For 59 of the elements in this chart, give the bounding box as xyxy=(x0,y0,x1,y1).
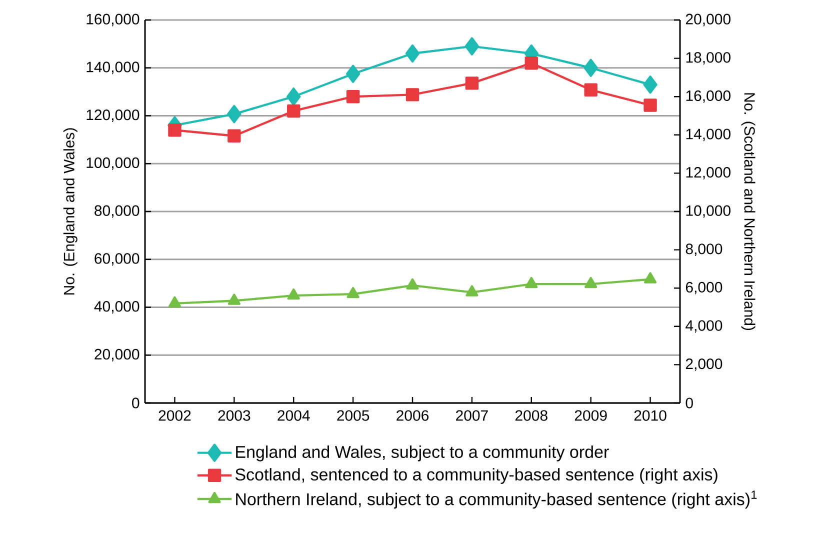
x-tick-label: 2007 xyxy=(456,410,488,421)
point xyxy=(584,58,598,77)
y2-tick-label: 10,000 xyxy=(686,205,730,218)
y-tick-label: 20,000 xyxy=(94,348,140,362)
x-tick-label: 2008 xyxy=(515,410,548,421)
point xyxy=(168,296,182,308)
point xyxy=(346,64,360,83)
point xyxy=(405,44,420,63)
point xyxy=(584,83,598,96)
y-tick-label: 140,000 xyxy=(86,62,140,74)
x-tick-label: 2009 xyxy=(574,410,607,421)
y-tick-label: 80,000 xyxy=(94,205,140,218)
point xyxy=(228,294,240,305)
y-tick-label: 120,000 xyxy=(86,110,140,122)
y-tick-label: 0 xyxy=(132,398,140,408)
y2-tick-label: 4,000 xyxy=(686,320,722,333)
point xyxy=(525,276,538,288)
x-tick-label: 2004 xyxy=(278,410,310,421)
point xyxy=(643,76,658,94)
legend-label: Scotland, sentenced to a community-based sentence (right axis) xyxy=(235,468,718,484)
y-tick-label: 40,000 xyxy=(94,301,140,314)
x-tick-label: 2005 xyxy=(337,410,370,421)
y2-tick-label: 20,000 xyxy=(686,14,730,26)
y-tick-label: 160,000 xyxy=(86,14,140,26)
point xyxy=(584,276,598,288)
y2-tick-label: 8,000 xyxy=(686,244,722,256)
y2-tick-label: 14,000 xyxy=(686,128,730,142)
point xyxy=(524,56,538,70)
x-tick-label: 2006 xyxy=(396,410,429,421)
point xyxy=(228,129,241,142)
point xyxy=(406,88,420,102)
point xyxy=(287,104,300,118)
point xyxy=(287,288,300,300)
y2-tick-label: 6,000 xyxy=(686,282,722,294)
y2-axis-title: No. (Scotland and Northern Ireland) xyxy=(741,93,756,330)
point xyxy=(465,76,479,90)
y2-tick-label: 12,000 xyxy=(686,167,730,180)
point xyxy=(406,278,419,290)
x-tick-label: 2003 xyxy=(218,410,250,421)
point xyxy=(464,37,480,56)
y2-tick-label: 18,000 xyxy=(686,52,730,64)
y-axis-title: No. (England and Wales) xyxy=(63,128,78,294)
point xyxy=(286,88,301,106)
y2-tick-label: 2,000 xyxy=(686,358,722,371)
x-tick-label: 2010 xyxy=(634,410,666,421)
point xyxy=(346,90,360,104)
point xyxy=(644,272,657,284)
point xyxy=(466,285,478,296)
point xyxy=(346,286,360,298)
y2-tick-label: 16,000 xyxy=(686,90,730,103)
x-tick-label: 2002 xyxy=(158,410,191,421)
legend-label: Northern Ireland, subject to a community-based sentence (right axis)$^{1}$ xyxy=(236,490,757,509)
point xyxy=(168,124,182,137)
y-tick-label: 60,000 xyxy=(94,253,140,266)
point xyxy=(644,98,657,112)
y-tick-label: 100,000 xyxy=(86,157,140,170)
legend-label: England and Wales, subject to a community order xyxy=(236,446,609,462)
point xyxy=(227,104,242,124)
y2-tick-label: 0 xyxy=(686,398,693,408)
